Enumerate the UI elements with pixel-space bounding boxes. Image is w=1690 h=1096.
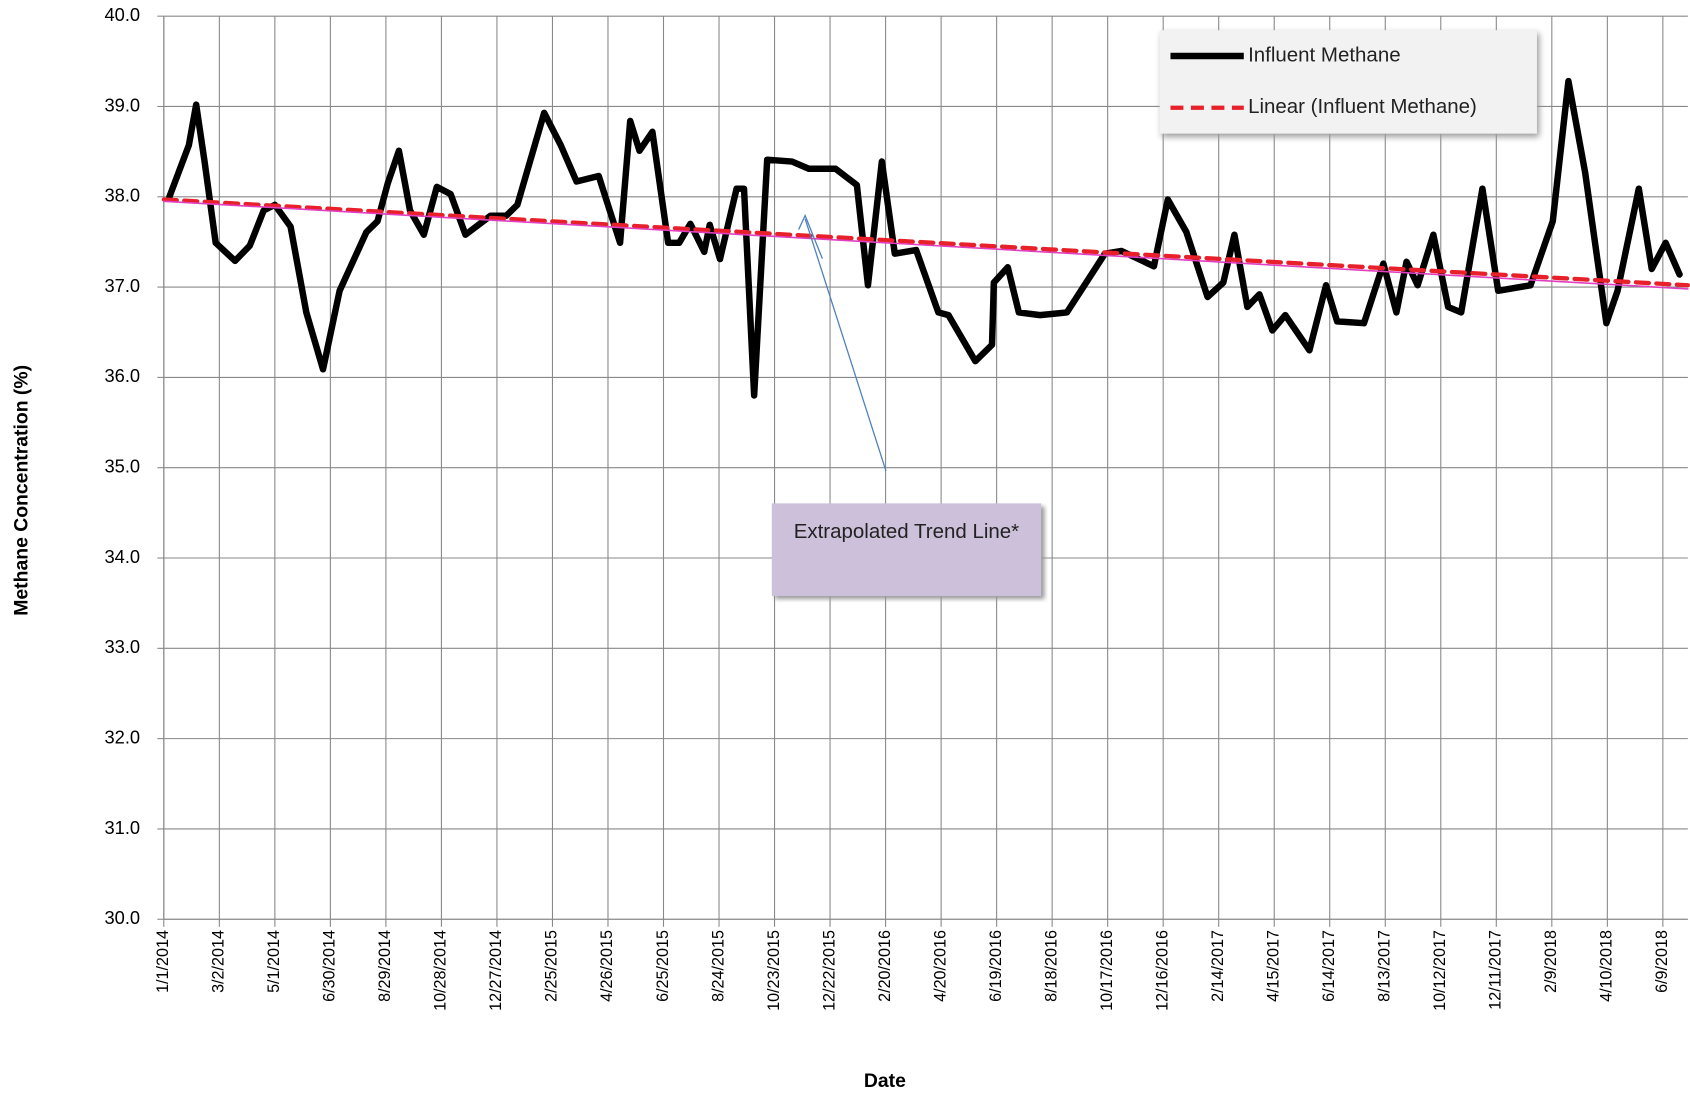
x-tick-label: 10/17/2016 (1098, 930, 1116, 1011)
legend-label: Influent Methane (1248, 43, 1401, 66)
x-tick-label: 8/24/2015 (709, 930, 727, 1002)
x-tick-label: 4/20/2016 (931, 930, 949, 1002)
x-tick-label: 8/29/2014 (376, 930, 394, 1002)
x-tick-label: 3/2/2014 (210, 930, 228, 993)
x-tick-label: 2/25/2015 (543, 930, 561, 1002)
annotation-arrowhead (798, 213, 823, 259)
y-axis-title: Methane Concentration (%) (11, 365, 33, 616)
x-tick-label: 12/11/2017 (1487, 930, 1505, 1010)
y-tick-label: 31.0 (104, 817, 140, 838)
x-tick-label: 6/30/2014 (321, 930, 339, 1002)
y-tick-label: 36.0 (104, 365, 140, 386)
annotation-box: Extrapolated Trend Line* (771, 503, 1042, 596)
x-tick-label: 12/16/2016 (1153, 930, 1171, 1011)
x-tick-label: 1/1/2014 (154, 930, 172, 993)
x-tick-label: 2/14/2017 (1209, 930, 1227, 1002)
y-tick-label: 35.0 (104, 456, 140, 477)
x-tick-label: 5/1/2014 (265, 930, 283, 993)
annotation: Extrapolated Trend Line* (771, 503, 1042, 596)
x-tick-label: 6/25/2015 (654, 930, 672, 1002)
x-tick-label: 6/9/2018 (1653, 930, 1671, 993)
x-tick-label: 12/22/2015 (820, 930, 838, 1011)
x-tick-label: 6/14/2017 (1320, 930, 1338, 1002)
y-tick-label: 40.0 (104, 4, 140, 25)
y-tick-label: 30.0 (104, 907, 140, 928)
x-tick-label: 12/27/2014 (487, 930, 505, 1011)
annotation-arrow (804, 218, 887, 472)
x-tick-label: 2/20/2016 (876, 930, 894, 1002)
y-tick-label: 34.0 (104, 546, 140, 567)
x-tick-label: 4/26/2015 (598, 930, 616, 1002)
legend: Influent Methane Linear (Influent Methane… (1159, 30, 1537, 134)
y-tick-label: 38.0 (104, 185, 140, 206)
y-tick-label: 39.0 (104, 94, 140, 115)
x-tick-label: 6/19/2016 (987, 930, 1005, 1002)
x-tick-label: 10/12/2017 (1431, 930, 1449, 1011)
x-tick-label: 2/9/2018 (1542, 930, 1560, 993)
legend-box (1159, 30, 1537, 134)
y-tick-label: 37.0 (104, 275, 140, 296)
x-tick-label: 8/18/2016 (1042, 930, 1060, 1002)
x-tick-label: 4/10/2018 (1598, 930, 1616, 1002)
y-tick-label: 32.0 (104, 726, 140, 747)
x-tick-label: 4/15/2017 (1264, 930, 1282, 1002)
plot-area: 30.0 31.0 32.0 33.0 34.0 35.0 36.0 37.0 38.0 39.0… (104, 4, 1690, 1011)
series-line (161, 197, 1690, 288)
series-line (163, 200, 1689, 290)
x-tick-label: 10/23/2015 (765, 930, 783, 1011)
y-tick-label: 33.0 (104, 636, 140, 657)
x-tick-label: 10/28/2014 (432, 930, 450, 1011)
x-axis-title: Date (864, 1070, 906, 1092)
x-tick-label: 8/13/2017 (1376, 930, 1394, 1002)
legend-label: Linear (Influent Methane) (1248, 95, 1477, 118)
